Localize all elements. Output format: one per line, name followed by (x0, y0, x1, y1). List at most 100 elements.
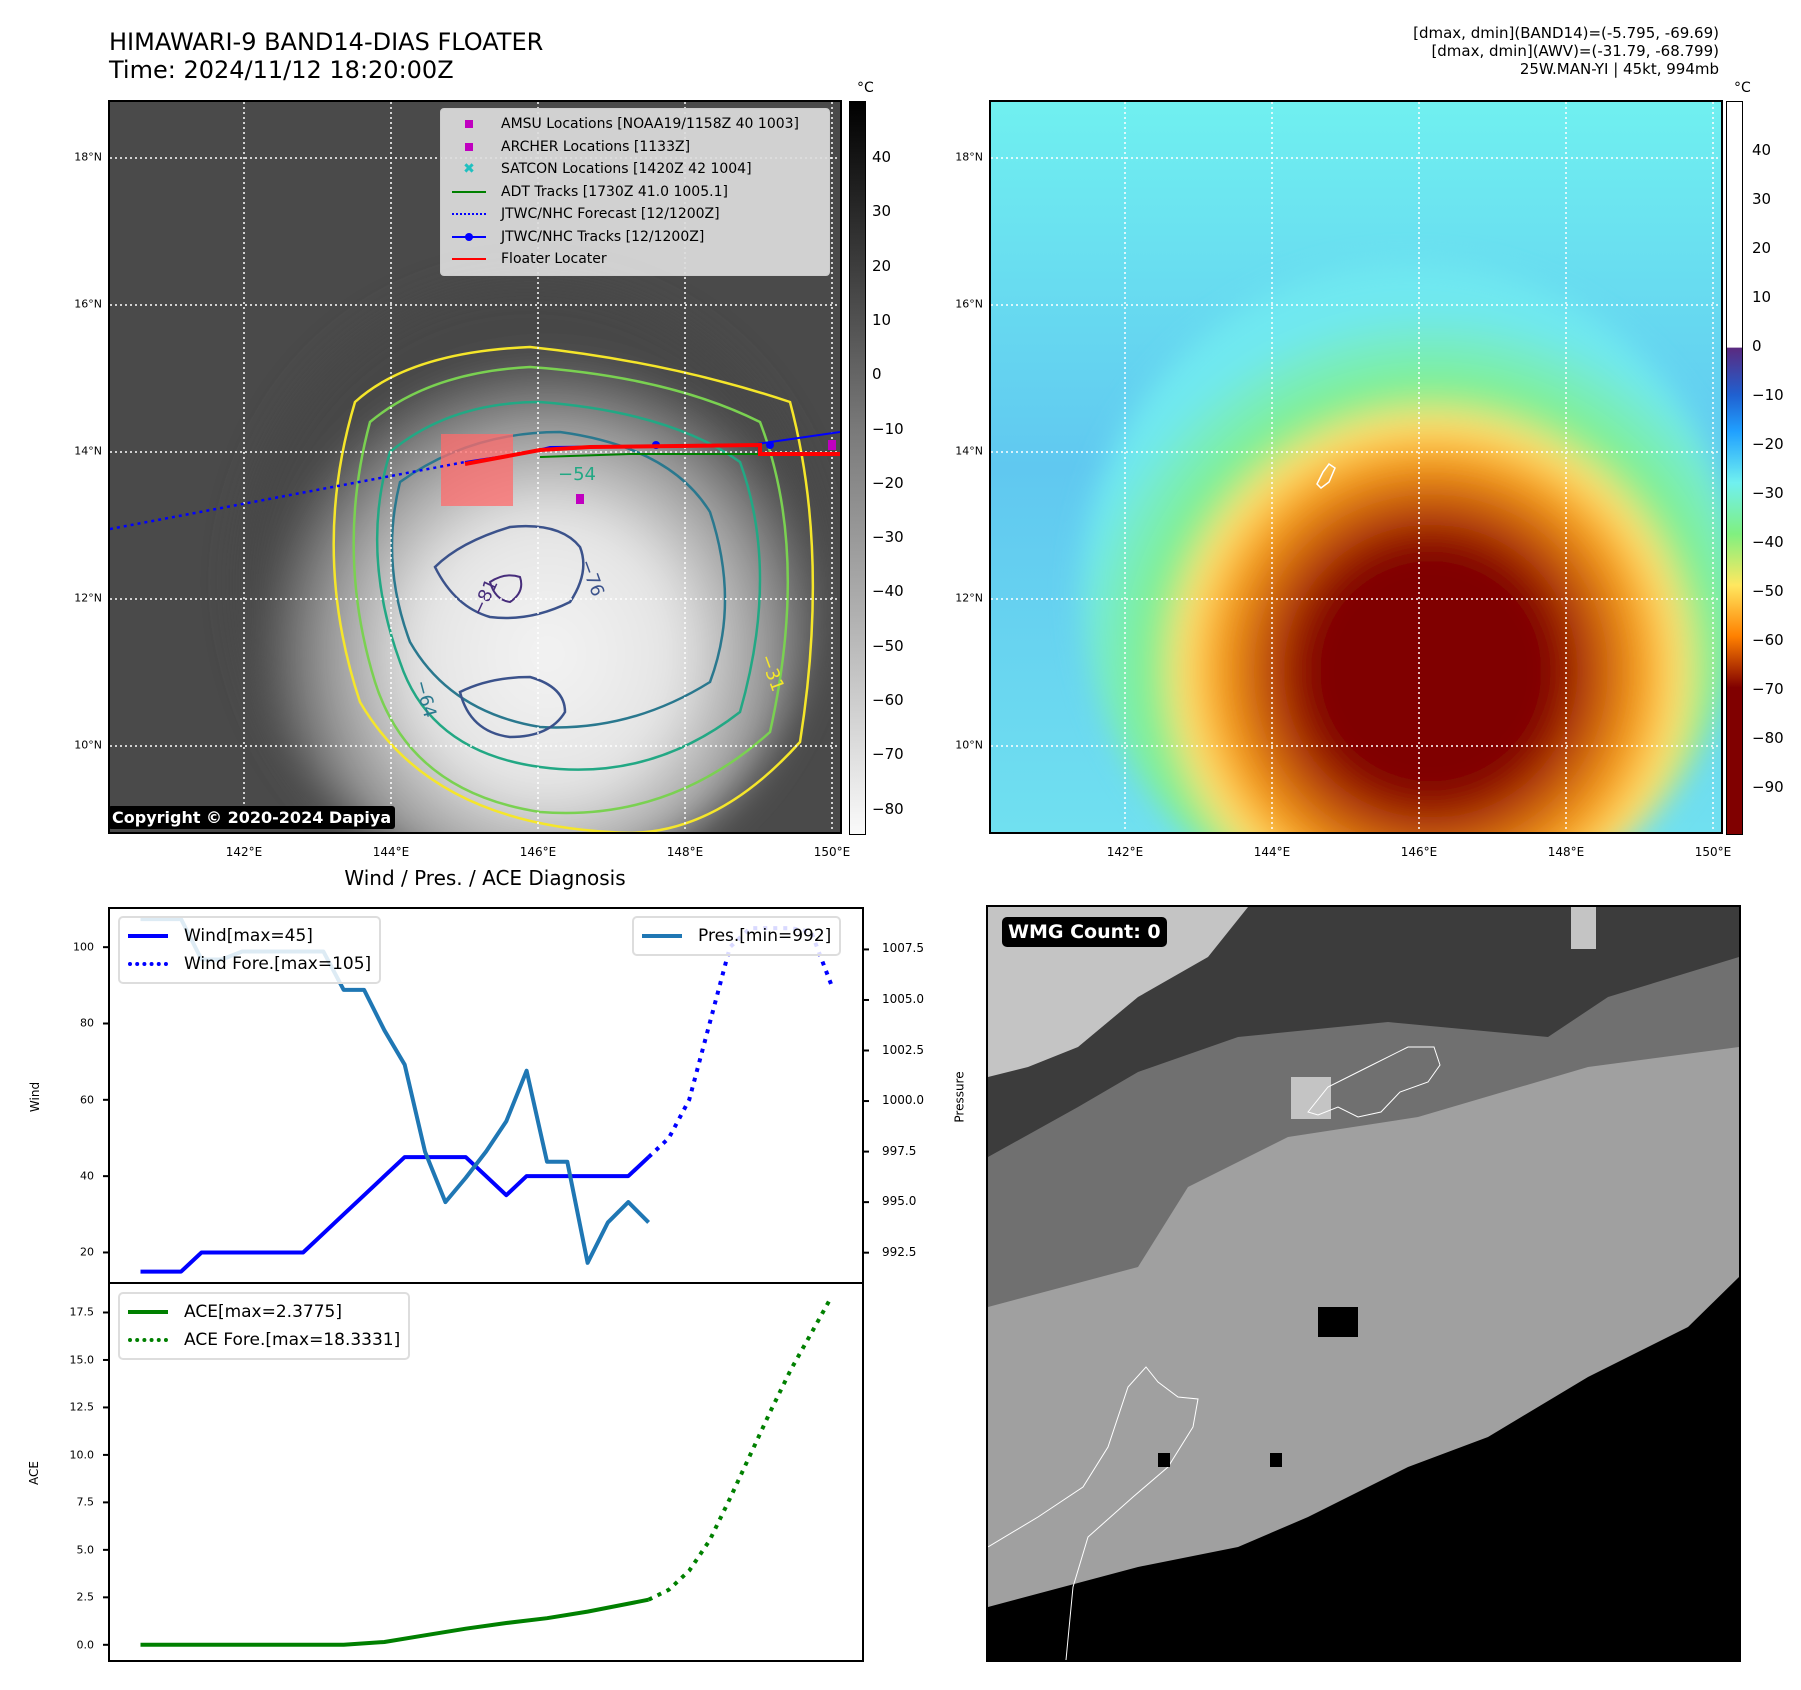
dotted-line-icon (128, 962, 168, 966)
colorbar-tick-label: −70 (1752, 680, 1784, 698)
contour-lightgreen (352, 365, 790, 815)
y-tick-label: 0.0 (76, 1638, 95, 1652)
solid-line-icon (452, 190, 486, 193)
legend-item-adt: ADT Tracks [1730Z 41.0 1005.1] (447, 181, 823, 204)
legend-item-jtwc-tracks: JTWC/NHC Tracks [12/1200Z] (447, 226, 823, 249)
ir-legend: AMSU Locations [NOAA19/1158Z 40 1003] AR… (440, 108, 830, 276)
colorbar-tick-label: −20 (872, 473, 904, 492)
info-band14-range: [dmax, dmin](BAND14)=(-5.795, -69.69) (1413, 24, 1719, 42)
lat-tick-label: 14°N (955, 444, 983, 458)
colorbar-tick-label: 40 (872, 148, 892, 166)
awv-colorbar-unit: °C (1734, 80, 1751, 96)
colorbar-tick-label: −80 (872, 799, 904, 818)
colorbar-tick-label: −90 (1752, 778, 1784, 796)
wmg-panel (986, 905, 1741, 1662)
pressure-legend: Pres.[min=992] (632, 916, 842, 956)
lon-tick-label: 146°E (1400, 845, 1438, 859)
ace-svg (103, 1295, 834, 1647)
lat-tick-label: 12°N (955, 591, 983, 605)
colorbar-tick-label: −60 (1752, 631, 1784, 649)
legend-item-archer: ARCHER Locations [1133Z] (447, 136, 823, 159)
series-line-wind-fore (647, 926, 834, 1159)
colorbar-tick-label: −10 (872, 419, 904, 438)
wind-axis-label: Wind (28, 1081, 43, 1113)
info-storm: 25W.MAN-YI | 45kt, 994mb (1519, 60, 1719, 78)
square-marker-icon (465, 120, 473, 129)
y-tick-label: 40 (80, 1169, 94, 1183)
colorbar-tick-label: −40 (872, 582, 904, 601)
x-marker-icon: ✖ (463, 161, 475, 178)
contour-purple (488, 574, 523, 604)
colorbar-tick-label: 20 (1752, 239, 1772, 257)
y-tick-label: 80 (80, 1016, 94, 1030)
colorbar-tick-label: −40 (1752, 533, 1784, 551)
colorbar-tick-label: 20 (872, 256, 892, 275)
lon-tick-label: 142°E (1106, 845, 1144, 859)
y-tick-label: 17.5 (69, 1305, 95, 1319)
y-tick-label-right: 992.5 (882, 1244, 917, 1259)
colorbar-tick-label: −70 (872, 745, 904, 764)
y-tick-label-right: 995.0 (882, 1194, 917, 1209)
dotted-line-icon (452, 213, 486, 216)
figure-title: HIMAWARI-9 BAND14-DIAS FLOATER Time: 2024… (109, 28, 543, 84)
legend-item-floater: Floater Locater (447, 248, 823, 271)
series-line-wind (140, 1155, 650, 1274)
series-line-ace (140, 1597, 649, 1647)
solid-line-icon (642, 934, 682, 938)
legend-item-amsu: AMSU Locations [NOAA19/1158Z 40 1003] (447, 113, 823, 136)
legend-item-ace-forecast: ACE Fore.[max=18.3331] (128, 1326, 400, 1354)
colorbar-tick-label: −50 (872, 636, 904, 655)
lat-tick-label: 10°N (74, 738, 102, 752)
legend-item-satcon: ✖ SATCON Locations [1420Z 42 1004] (447, 158, 823, 181)
colorbar-tick-label: −10 (1752, 386, 1784, 404)
contour-teal (375, 400, 762, 771)
info-awv-range: [dmax, dmin](AWV)=(-31.79, -68.799) (1431, 42, 1719, 60)
y-tick-label: 15.0 (69, 1353, 95, 1367)
series-line-ace-fore (647, 1295, 834, 1602)
legend-item-wind-forecast: Wind Fore.[max=105] (128, 950, 371, 978)
figure-info: [dmax, dmin](BAND14)=(-5.795, -69.69) [d… (1413, 24, 1719, 78)
ir-colorbar-unit: °C (857, 80, 874, 96)
lat-tick-label: 18°N (74, 150, 102, 164)
colorbar-tick-label: 40 (1752, 141, 1772, 159)
lat-tick-label: 12°N (74, 591, 102, 605)
lat-tick-label: 16°N (955, 297, 983, 311)
y-tick-label: 10.0 (69, 1448, 95, 1462)
legend-item-pressure: Pres.[min=992] (642, 922, 831, 950)
y-tick-label-right: 1007.5 (882, 941, 924, 956)
floater-box (441, 434, 513, 506)
ace-axis-label: ACE (26, 1461, 41, 1485)
solid-line-icon (128, 934, 168, 938)
map-gridlines (991, 102, 1721, 832)
lat-tick-label: 14°N (74, 444, 102, 458)
contour-label-1: −54 (558, 464, 596, 485)
jtwc-forecast-track (110, 460, 466, 531)
square-marker-icon (465, 142, 473, 151)
colorbar-tick-label: 0 (872, 365, 882, 384)
lat-tick-label: 10°N (955, 738, 983, 752)
y-tick-label: 7.5 (76, 1495, 95, 1509)
contour-darkteal (390, 430, 727, 729)
colorbar-tick-label: −60 (872, 691, 904, 709)
wmg-count-badge: WMG Count: 0 (1002, 917, 1167, 947)
wmg-imagery (988, 907, 1739, 1660)
colorbar-tick-label: −50 (1752, 582, 1784, 600)
lon-tick-label: 148°E (1547, 845, 1585, 859)
lon-tick-label: 144°E (372, 845, 410, 859)
contour-navy-2 (458, 675, 567, 739)
legend-item-jtwc-forecast: JTWC/NHC Forecast [12/1200Z] (447, 203, 823, 226)
copyright-badge: Copyright © 2020-2024 Dapiya (108, 806, 396, 829)
colorbar-tick-label: −30 (1752, 484, 1784, 502)
title-line-1: HIMAWARI-9 BAND14-DIAS FLOATER (109, 28, 544, 56)
ir-colorbar (849, 101, 866, 835)
colorbar-tick-label: 10 (872, 310, 892, 329)
y-tick-label: 2.5 (76, 1590, 95, 1604)
pressure-axis-label: Pressure (952, 1071, 967, 1123)
colorbar-tick-label: −20 (1752, 435, 1784, 453)
archer-location-marker (576, 494, 584, 504)
y-tick-label: 12.5 (69, 1400, 95, 1414)
colorbar-tick-label: −30 (872, 528, 904, 547)
lon-tick-label: 144°E (1253, 845, 1291, 859)
y-tick-label: 100 (73, 940, 94, 954)
y-tick-label-right: 997.5 (882, 1143, 917, 1158)
